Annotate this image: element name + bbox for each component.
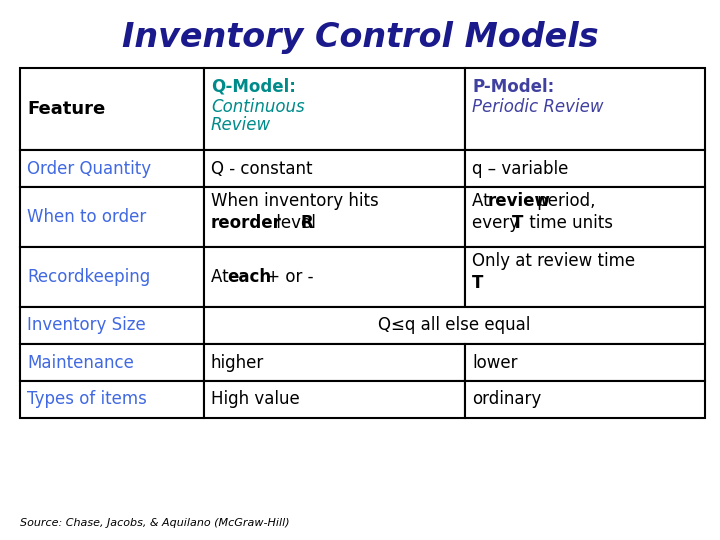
Bar [465,150,705,187]
Bar [20,187,204,247]
Bar [20,344,204,381]
Bar [204,381,465,418]
Text: higher: higher [211,354,264,372]
Text: time units: time units [524,214,613,232]
Text: Q-Model:: Q-Model: [211,78,296,96]
Text: Types of items: Types of items [27,390,147,408]
Text: High value: High value [211,390,300,408]
Text: Inventory Size: Inventory Size [27,316,145,334]
Text: T: T [472,274,483,292]
Bar [204,247,465,307]
Text: Continuous: Continuous [211,98,305,116]
Text: q – variable: q – variable [472,159,568,178]
Bar [465,247,705,307]
Text: Order Quantity: Order Quantity [27,159,151,178]
Bar [20,307,204,344]
Bar [204,187,465,247]
Bar [20,150,204,187]
Text: review: review [488,192,551,210]
Text: Only at review time: Only at review time [472,252,635,270]
Bar [465,68,705,150]
Text: level: level [271,214,321,232]
Text: Source: Chase, Jacobs, & Aquilano (McGraw-Hill): Source: Chase, Jacobs, & Aquilano (McGra… [20,518,289,528]
Text: P-Model:: P-Model: [472,78,554,96]
Text: Feature: Feature [27,100,105,118]
Bar [204,344,465,381]
Text: every: every [472,214,524,232]
Text: Q - constant: Q - constant [211,159,312,178]
Bar [465,344,705,381]
Text: Inventory Control Models: Inventory Control Models [122,22,598,55]
Bar [204,150,465,187]
Text: Recordkeeping: Recordkeeping [27,268,150,286]
Text: ordinary: ordinary [472,390,541,408]
Text: reorder: reorder [211,214,282,232]
Bar [465,381,705,418]
Text: Maintenance: Maintenance [27,354,134,372]
Text: R: R [301,214,314,232]
Text: When inventory hits: When inventory hits [211,192,379,210]
Text: + or -: + or - [261,268,313,286]
Text: T: T [512,214,523,232]
Bar [204,68,465,150]
Bar [20,68,204,150]
Text: Q≤q all else equal: Q≤q all else equal [378,316,531,334]
Text: lower: lower [472,354,518,372]
Bar [20,247,204,307]
Text: At: At [211,268,234,286]
Text: each: each [227,268,271,286]
Bar [465,187,705,247]
Text: period,: period, [532,192,595,210]
Text: When to order: When to order [27,208,146,226]
Text: At: At [472,192,495,210]
Text: Review: Review [211,116,271,134]
Text: Periodic Review: Periodic Review [472,98,603,116]
Bar [204,307,705,344]
Bar [20,381,204,418]
